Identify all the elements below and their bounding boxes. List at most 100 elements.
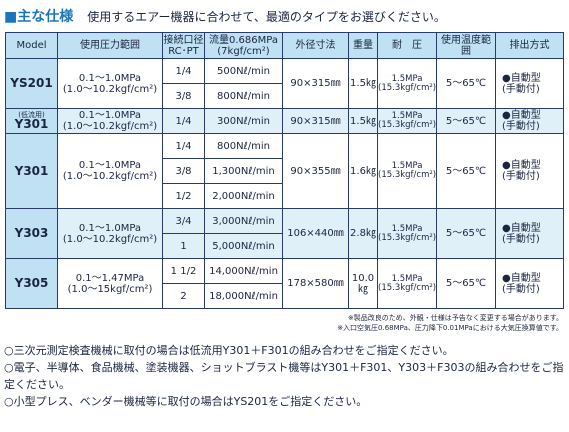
port: 2 bbox=[162, 283, 205, 309]
dimensions: 178×580㎜ bbox=[287, 278, 344, 289]
dimensions: 106×440㎜ bbox=[282, 208, 349, 259]
weight: 1.6㎏ bbox=[348, 133, 378, 209]
column-header: 接続口径 RC･PT bbox=[162, 32, 205, 59]
column-header: 使用温度範囲 bbox=[436, 32, 496, 59]
discharge-line: ●自動型 bbox=[502, 272, 541, 284]
footer: ○三次元測定検査機械に取付の場合は低流用Y301＋F301の組み合わせをご指定く… bbox=[4, 342, 564, 410]
notes: ※製品改良のため、外観・仕様は予告なく変更する場合があります。 ※入口空気圧0.6… bbox=[337, 313, 563, 333]
port: 1 1/2 bbox=[162, 258, 205, 284]
discharge-line: ●自動型 bbox=[502, 110, 541, 121]
port: 1/2 bbox=[162, 183, 205, 209]
flow: 800Nℓ/min bbox=[204, 83, 283, 109]
dimensions: 90×315㎜ bbox=[290, 78, 341, 89]
port: 1/2 bbox=[175, 190, 192, 202]
footer-line: ○電子、半導体、食品機械、塗装機器、ショットブラスト機等はY301＋F301、Y… bbox=[4, 361, 564, 391]
port: 1/4 bbox=[175, 140, 192, 152]
proof-pressure-line: 1.5MPa bbox=[391, 73, 423, 84]
subtitle: 使用するエアー機器に合わせて、最適のタイプをお選びください。 bbox=[87, 10, 446, 24]
discharge-line: (手動付) bbox=[502, 171, 540, 182]
dimensions: 90×355㎜ bbox=[290, 165, 341, 177]
pressure-line: 0.1～1.47MPa bbox=[75, 272, 145, 284]
temperature: 5～65℃ bbox=[445, 78, 487, 89]
discharge-line: (手動付) bbox=[502, 233, 540, 245]
note: ※入口空気圧0.68MPa、圧力降下0.01MPaにおける大気圧換算値です。 bbox=[337, 324, 563, 332]
flow: 3,000Nℓ/min bbox=[212, 215, 275, 227]
discharge-line: ●自動型 bbox=[502, 72, 541, 84]
flow: 1,300Nℓ/min bbox=[204, 158, 283, 184]
proof-pressure-line: 1.5MPa bbox=[391, 111, 423, 121]
spec-row: Y305 0.1～1.47MPa (1.0～15kgf/cm²) 1 1/2 14,00… bbox=[5, 258, 564, 309]
spec-row: 3/8 800Nℓ/min bbox=[6, 83, 564, 109]
dimensions: 106×440㎜ bbox=[287, 228, 344, 239]
column-header-text: 使用圧力範囲 bbox=[80, 40, 140, 51]
flow: 5,000Nℓ/min bbox=[212, 240, 275, 252]
flow: 800Nℓ/min bbox=[217, 140, 270, 152]
proof-pressure-line: (15.3kgf/cm²) bbox=[378, 232, 437, 243]
temperature: 5～65℃ bbox=[445, 165, 487, 177]
port: 1/4 bbox=[175, 115, 192, 127]
dimensions: 178×580㎜ bbox=[282, 258, 349, 309]
spec-table: Model 使用圧力範囲 接続口径 RC･PT 流量0.686MPa (7kgf/cm²)… bbox=[5, 32, 564, 309]
port: 1 1/2 bbox=[170, 265, 197, 277]
flow: 800Nℓ/min bbox=[204, 133, 283, 159]
temperature: 5～65℃ bbox=[436, 58, 496, 109]
pressure-line: (1.0～10.2kgf/cm²) bbox=[62, 83, 158, 95]
spec-row: Y303 0.1～1.0MPa (1.0～10.2kgf/cm²) 3/4 3,000N… bbox=[5, 208, 564, 259]
spec-row: (低流用) Y301 0.1～1.0MPa (1.0～10.2kgf/cm²) 1/4 3… bbox=[5, 108, 564, 134]
flow: 2,000Nℓ/min bbox=[204, 183, 283, 209]
column-header-text-line: RC･PT bbox=[168, 45, 199, 57]
weight: 1.5㎏ bbox=[348, 58, 378, 109]
section-title: ■主な仕様 bbox=[4, 9, 74, 25]
temperature: 5～65℃ bbox=[445, 278, 487, 289]
weight: 2.8㎏ bbox=[350, 228, 376, 239]
model: Y303 bbox=[5, 208, 58, 259]
model-name: Y301 bbox=[14, 163, 49, 178]
port: 1/4 bbox=[162, 133, 205, 159]
footer-line: ○小型プレス、ベンダー機械等に取付の場合はYS201をご指定ください。 bbox=[4, 395, 368, 408]
port: 1/4 bbox=[162, 58, 205, 84]
dimensions: 90×315㎜ bbox=[282, 108, 349, 134]
port: 3/8 bbox=[162, 83, 205, 109]
flow: 800Nℓ/min bbox=[217, 90, 270, 102]
weight: 10.0㎏ bbox=[351, 272, 375, 295]
model: Y301 bbox=[5, 133, 58, 209]
pressure-line: 0.1～1.0MPa bbox=[78, 160, 142, 171]
flow: 18,000Nℓ/min bbox=[204, 283, 283, 309]
pressure-line: 0.1～1.0MPa bbox=[78, 222, 142, 234]
spec-row: 1 5,000Nℓ/min bbox=[6, 233, 564, 259]
dimensions: 90×355㎜ bbox=[282, 133, 349, 209]
proof-pressure-line: (15.3kgf/cm²) bbox=[378, 82, 437, 93]
spec-row: 1/2 2,000Nℓ/min bbox=[6, 183, 564, 209]
pressure-line: (1.0～10.2kgf/cm²) bbox=[62, 233, 158, 245]
column-header-text: 排出方式 bbox=[509, 40, 550, 51]
weight: 1.5㎏ bbox=[350, 78, 376, 89]
column-header-text-line: 流量0.686MPa bbox=[209, 34, 278, 46]
pressure: 0.1～1.0MPa (1.0～10.2kgf/cm²) bbox=[57, 208, 163, 259]
discharge-line: (手動付) bbox=[502, 283, 540, 295]
model-name: Y303 bbox=[14, 226, 49, 240]
pressure: 0.1～1.0MPa (1.0～10.2kgf/cm²) bbox=[57, 133, 163, 209]
flow: 18,000Nℓ/min bbox=[209, 290, 278, 302]
column-header-text: 耐 圧 bbox=[392, 40, 422, 51]
header: ■主な仕様 使用するエアー機器に合わせて、最適のタイプをお選びください。 bbox=[4, 6, 446, 26]
model-name: YS201 bbox=[10, 76, 53, 90]
port: 2 bbox=[180, 290, 187, 302]
proof-pressure-line: (15.3kgf/cm²) bbox=[378, 170, 437, 180]
temperature: 5～65℃ bbox=[436, 208, 496, 259]
discharge-line: ●自動型 bbox=[502, 222, 541, 234]
port: 1 bbox=[180, 240, 187, 252]
flow: 500Nℓ/min bbox=[217, 65, 270, 77]
column-header: 重量 bbox=[348, 32, 378, 59]
model: YS201 bbox=[5, 58, 58, 109]
discharge-line: ●自動型 bbox=[502, 160, 541, 171]
column-header: 使用圧力範囲 bbox=[57, 32, 163, 59]
port: 3/4 bbox=[162, 208, 205, 234]
discharge: ●自動型 (手動付) bbox=[495, 133, 564, 209]
proof-pressure-line: 1.5MPa bbox=[391, 273, 423, 284]
dimensions: 90×315㎜ bbox=[282, 58, 349, 109]
model-note: (低流用) bbox=[18, 111, 45, 119]
port: 1 bbox=[162, 233, 205, 259]
port: 1/4 bbox=[175, 65, 192, 77]
footer-line: ○三次元測定検査機械に取付の場合は低流用Y301＋F301の組み合わせをご指定く… bbox=[4, 344, 454, 357]
temperature: 5～65℃ bbox=[445, 115, 487, 127]
